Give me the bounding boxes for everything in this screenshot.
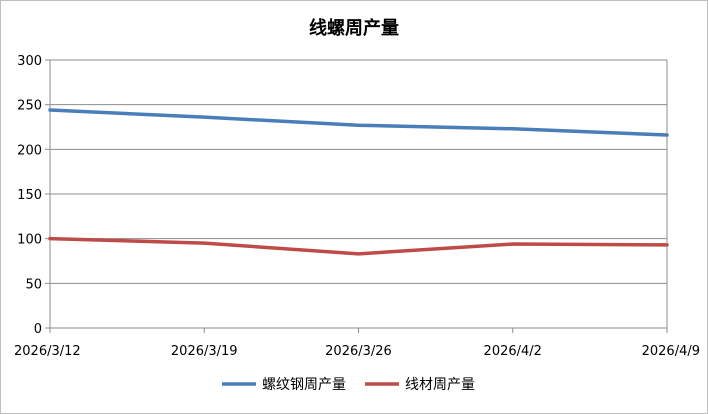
x-tick-label: 2026/3/19 xyxy=(171,344,238,359)
x-tick-labels: 2026/3/12 2026/3/19 2026/3/26 2026/4/2 2026/… xyxy=(14,344,700,359)
x-tick-label: 2026/3/12 xyxy=(14,344,81,359)
series-line-2 xyxy=(48,236,669,256)
x-tick-label: 2026/4/2 xyxy=(484,344,542,359)
y-tick-label: 150 xyxy=(17,188,42,203)
y-tick-label: 300 xyxy=(17,54,42,69)
y-tick-label: 50 xyxy=(25,277,42,292)
series-lines xyxy=(48,108,669,256)
legend-label: 线材周产量 xyxy=(405,377,475,393)
y-tick-labels: 0 50 100 150 200 250 300 xyxy=(17,54,42,337)
y-tick-label: 250 xyxy=(17,99,42,114)
y-tick-label: 200 xyxy=(17,143,42,158)
x-tick-label: 2026/4/9 xyxy=(642,344,700,359)
chart-title: 线螺周产量 xyxy=(309,18,399,39)
series-line-1 xyxy=(48,108,669,137)
legend: 螺纹钢周产量 线材周产量 xyxy=(222,377,475,393)
axes xyxy=(45,59,668,333)
x-tick-label: 2026/3/26 xyxy=(325,344,392,359)
gridlines xyxy=(50,59,667,284)
y-tick-label: 100 xyxy=(17,233,42,248)
y-tick-label: 0 xyxy=(34,322,42,337)
legend-label: 螺纹钢周产量 xyxy=(262,377,346,393)
